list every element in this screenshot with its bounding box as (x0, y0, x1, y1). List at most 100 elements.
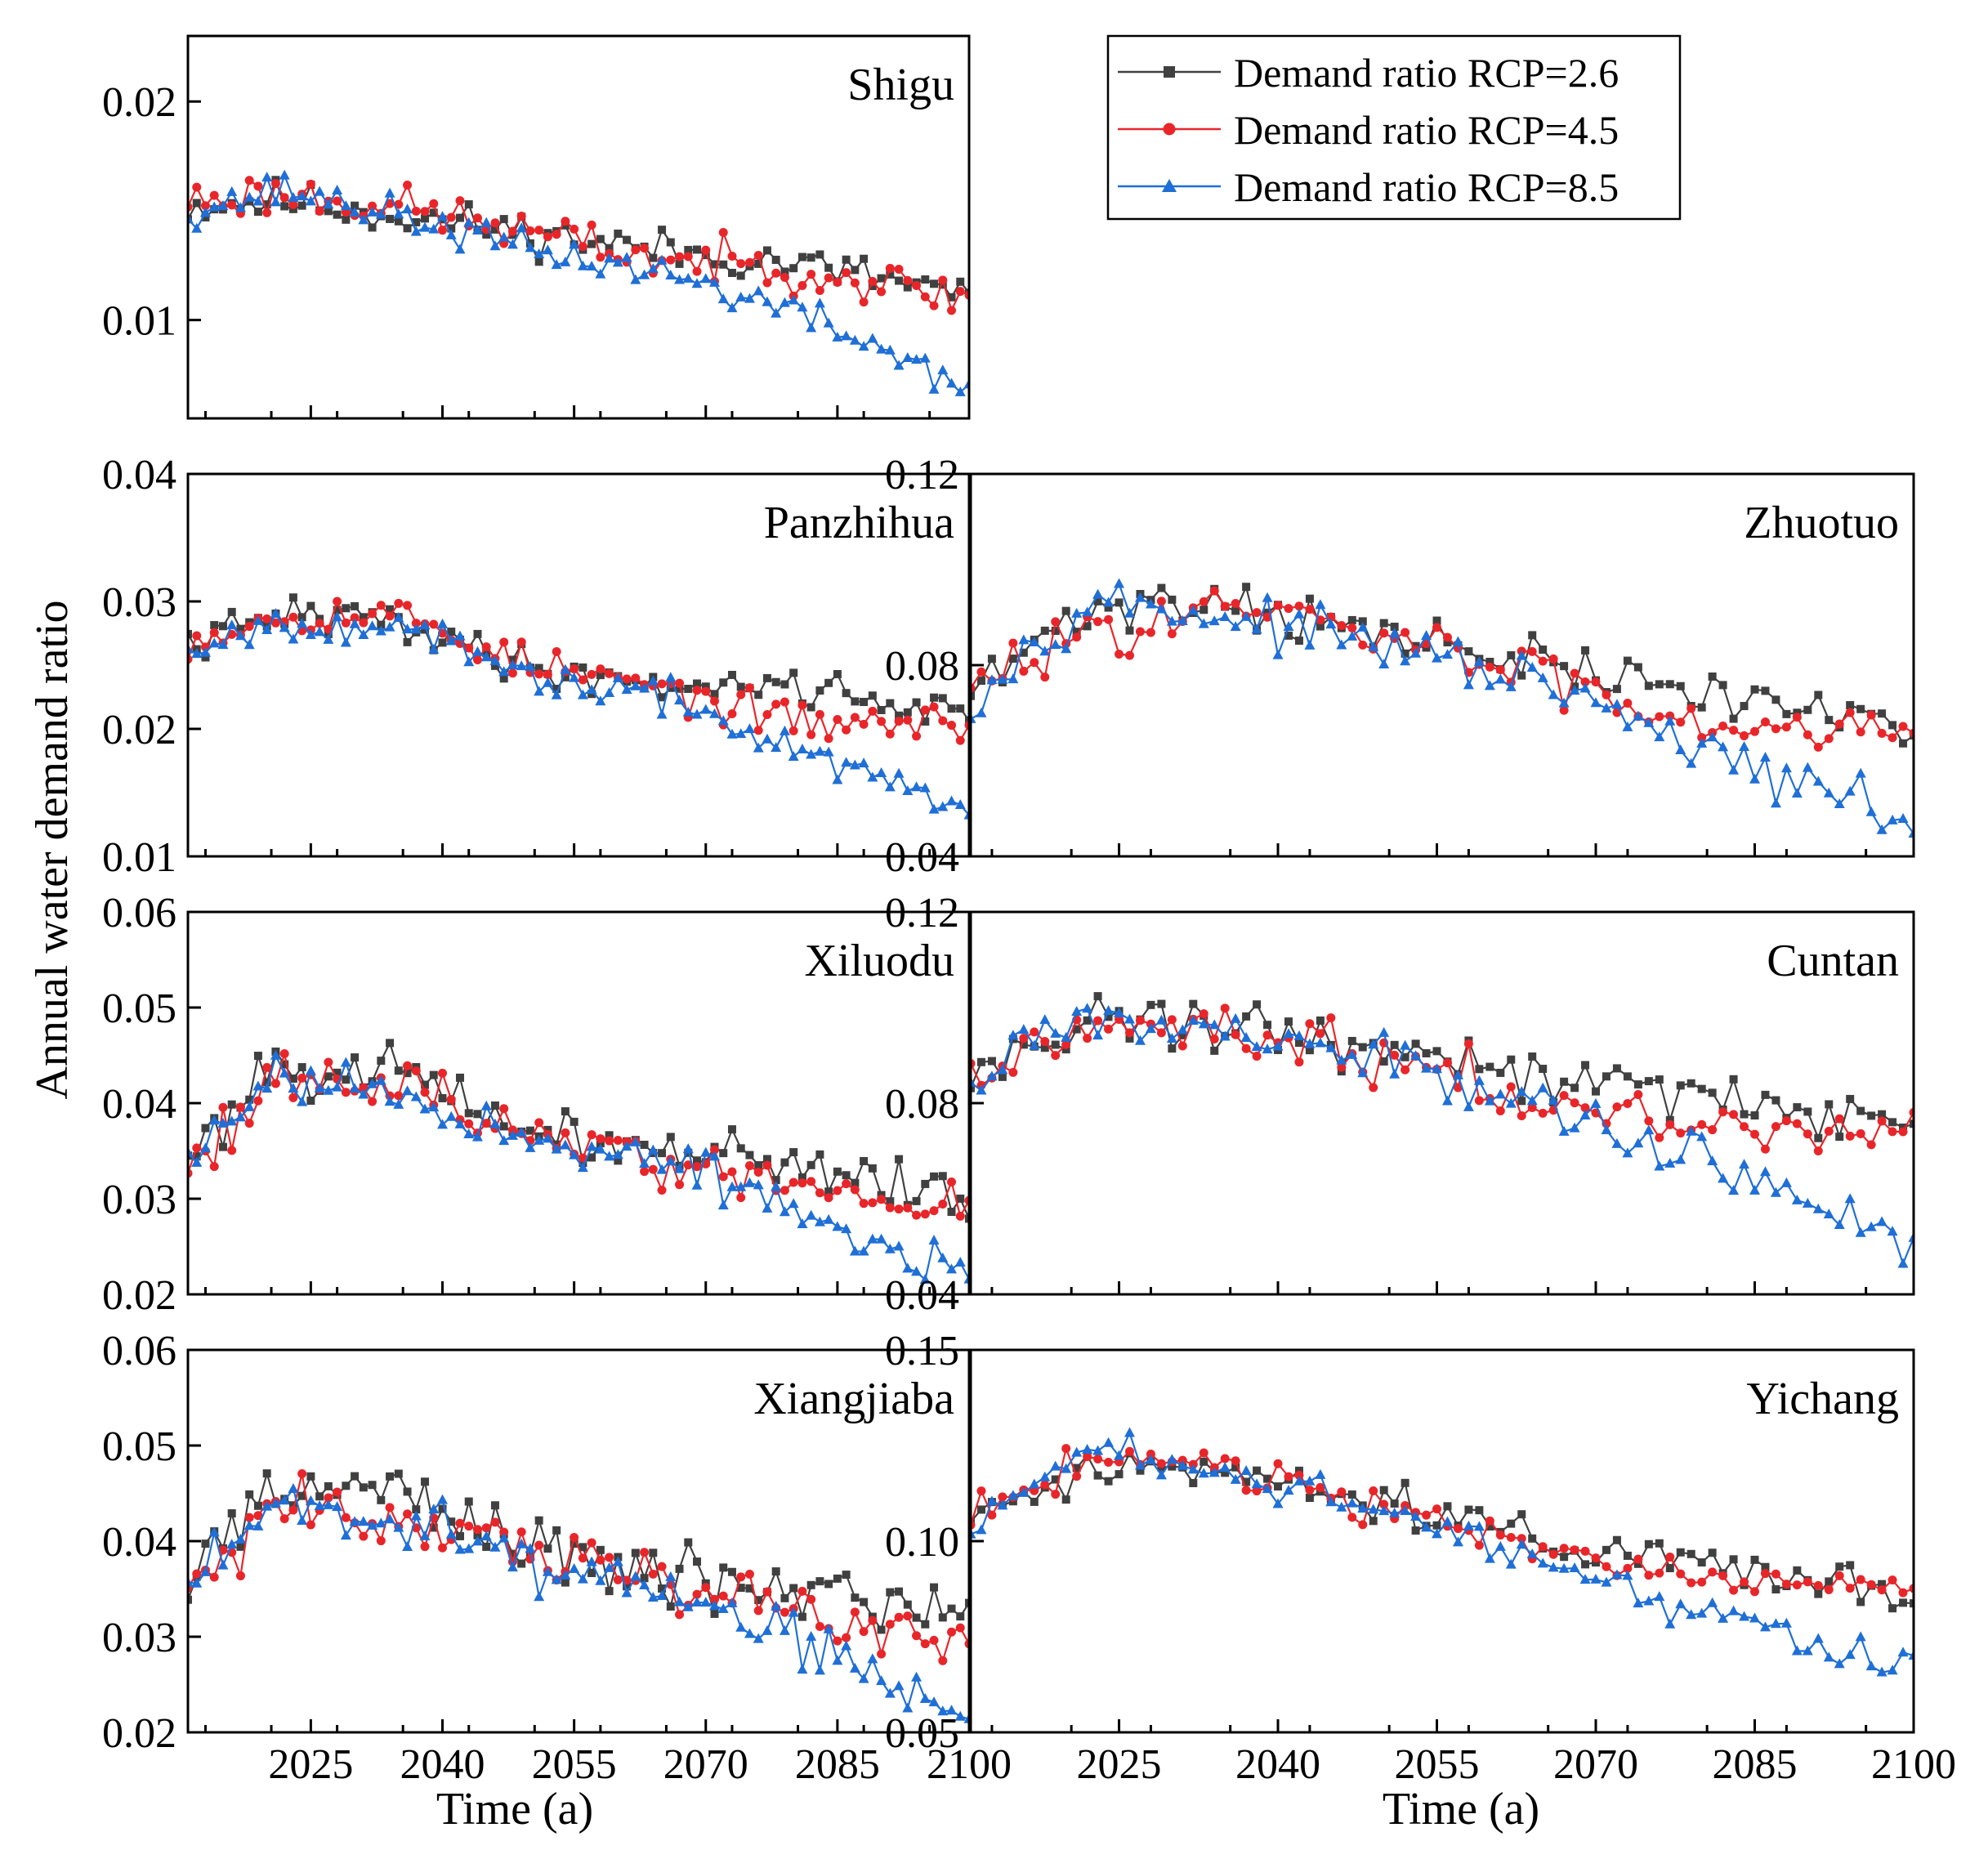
shigu-point-rcp85 (551, 259, 562, 270)
xiluodu-point-rcp45 (368, 1097, 377, 1106)
yichang-point-rcp85 (1463, 1520, 1474, 1530)
panzhihua-point-rcp26 (351, 601, 360, 610)
yichang-point-rcp45 (1781, 1580, 1791, 1589)
shigu-point-rcp85 (735, 291, 747, 302)
yichang-point-rcp26 (1443, 1502, 1452, 1511)
zhuotuo-point-rcp85 (1463, 679, 1474, 690)
cuntan-point-rcp26 (987, 1057, 996, 1066)
panzhihua-point-rcp26 (587, 690, 596, 699)
xiangjiaba-point-rcp26 (587, 1569, 596, 1578)
xiluodu-point-rcp45 (534, 1118, 544, 1128)
xiangjiaba-point-rcp85 (569, 1563, 580, 1574)
zhuotuo-point-rcp85 (1622, 721, 1633, 731)
yichang-point-rcp45 (1305, 1486, 1315, 1495)
xiangjiaba-xtick-label: 2085 (795, 1741, 880, 1788)
cuntan-point-rcp26 (1104, 1012, 1113, 1021)
shigu-point-rcp45 (692, 266, 702, 276)
zhuotuo-point-rcp85 (1166, 615, 1177, 626)
xiangjiaba-point-rcp85 (393, 1522, 404, 1532)
yichang-point-rcp26 (1401, 1478, 1409, 1487)
zhuotuo-point-rcp85 (1654, 731, 1665, 742)
xiangjiaba-point-rcp85 (946, 1705, 958, 1715)
panzhihua-point-rcp45 (877, 717, 887, 726)
zhuotuo-point-rcp45 (1729, 726, 1739, 735)
cuntan-point-rcp45 (1156, 1028, 1166, 1038)
panzhihua-point-rcp45 (955, 735, 965, 745)
xiluodu-point-rcp85 (349, 1083, 360, 1093)
panzhihua-point-rcp26 (693, 679, 702, 688)
xiluodu-point-rcp26 (956, 1194, 965, 1203)
panzhihua-point-rcp45 (270, 618, 280, 628)
xiangjiaba-point-rcp85 (243, 1520, 255, 1530)
cuntan-point-rcp26 (1771, 1096, 1780, 1105)
zhuotuo-point-rcp26 (1718, 681, 1727, 690)
yichang-point-rcp26 (1729, 1555, 1738, 1564)
yichang-point-rcp45 (1093, 1454, 1103, 1463)
panzhihua-point-rcp85 (832, 774, 843, 784)
yichang-point-rcp26 (1750, 1555, 1759, 1564)
cuntan-point-rcp85 (1834, 1219, 1845, 1230)
yichang-point-rcp45 (1771, 1569, 1780, 1579)
xiangjiaba-point-rcp85 (199, 1566, 211, 1576)
xiangjiaba-point-rcp85 (437, 1494, 449, 1504)
shigu-point-rcp85 (656, 254, 668, 265)
panzhihua-point-rcp26 (490, 661, 499, 670)
zhuotuo-point-rcp45 (1252, 608, 1262, 618)
zhuotuo-point-rcp85 (1494, 673, 1506, 684)
yichang-point-rcp85 (1187, 1463, 1199, 1474)
yichang-point-rcp45 (1686, 1578, 1696, 1588)
zhuotuo-point-rcp45 (1824, 734, 1834, 744)
shigu-point-rcp45 (429, 199, 439, 208)
cuntan-point-rcp45 (1665, 1119, 1675, 1129)
shigu-point-rcp85 (393, 208, 404, 219)
panzhihua-point-rcp85 (884, 781, 896, 792)
xiangjiaba-point-rcp26 (508, 1549, 517, 1558)
xiangjiaba-point-rcp26 (473, 1530, 482, 1539)
xiangjiaba-point-rcp85 (297, 1515, 308, 1526)
xiangjiaba-point-rcp85 (463, 1543, 475, 1553)
cuntan-point-rcp26 (1517, 1097, 1526, 1106)
yichang-point-rcp85 (1336, 1501, 1347, 1512)
shigu-point-rcp85 (621, 252, 632, 262)
zhuotuo-point-rcp85 (997, 673, 1008, 684)
cuntan-point-rcp45 (1104, 1024, 1114, 1034)
cuntan-series-rcp45 (971, 1003, 1914, 1155)
xiluodu-point-rcp85 (191, 1156, 203, 1167)
panzhihua-point-rcp85 (577, 689, 588, 699)
yichang-line-rcp85 (971, 1432, 1914, 1673)
zhuotuo-point-rcp26 (971, 691, 975, 700)
shigu-point-rcp45 (744, 257, 754, 267)
xiangjiaba-point-rcp85 (823, 1623, 834, 1633)
shigu-point-rcp26 (701, 251, 710, 260)
xiluodu-point-rcp26 (833, 1167, 842, 1176)
xiangjiaba-point-rcp26 (227, 1509, 236, 1518)
cuntan-point-rcp26 (1825, 1100, 1834, 1109)
cuntan-point-rcp85 (1855, 1227, 1866, 1237)
zhuotuo-point-rcp26 (1072, 628, 1081, 637)
panzhihua-point-rcp85 (621, 684, 632, 695)
cuntan-point-rcp45 (1803, 1129, 1812, 1139)
panzhihua-point-rcp85 (569, 672, 580, 682)
xiluodu-point-rcp45 (209, 1162, 219, 1172)
zhuotuo-series-rcp26 (971, 583, 1914, 748)
shigu-point-rcp45 (209, 190, 219, 200)
yichang-point-rcp26 (1793, 1566, 1802, 1575)
xiangjiaba-point-rcp45 (718, 1591, 728, 1601)
cuntan-point-rcp26 (1581, 1061, 1590, 1070)
xiangjiaba-point-rcp26 (455, 1531, 464, 1540)
shigu-point-rcp85 (788, 294, 799, 305)
shigu-point-rcp85 (428, 223, 440, 234)
zhuotuo-point-rcp85 (1114, 578, 1125, 588)
xiluodu-point-rcp45 (640, 1167, 650, 1177)
cuntan-point-rcp85 (1696, 1131, 1708, 1142)
cuntan-point-rcp26 (1655, 1075, 1664, 1084)
xiangjiaba-point-rcp45 (657, 1562, 667, 1571)
shigu-point-rcp45 (333, 196, 342, 206)
cuntan-point-rcp26 (1633, 1080, 1642, 1089)
panzhihua-point-rcp85 (471, 646, 483, 656)
yichang-point-rcp26 (1274, 1482, 1283, 1491)
panzhihua-point-rcp26 (727, 670, 736, 679)
panzhihua-point-rcp85 (507, 659, 518, 669)
xiluodu-point-rcp45 (341, 1088, 351, 1097)
yichang-point-rcp85 (1664, 1618, 1676, 1629)
